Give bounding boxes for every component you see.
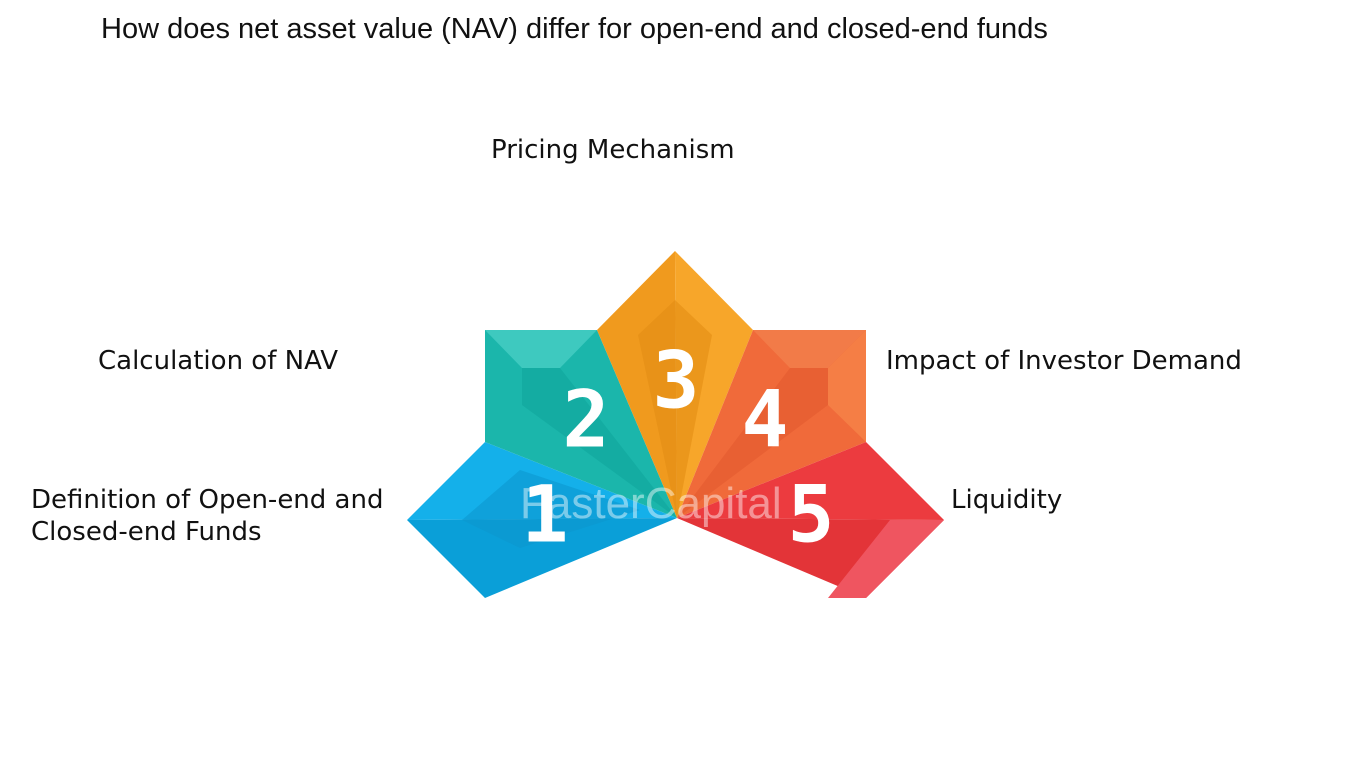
step-number: 3 bbox=[653, 336, 700, 426]
step-label: Closed-end Funds bbox=[31, 517, 262, 547]
petal-3 bbox=[597, 251, 753, 518]
step-number: 2 bbox=[563, 375, 610, 465]
petal-2 bbox=[485, 330, 677, 518]
petal-1 bbox=[407, 442, 677, 598]
step-number: 4 bbox=[742, 375, 789, 465]
title: How does net asset value (NAV) differ fo… bbox=[101, 13, 1048, 45]
step-label: Pricing Mechanism bbox=[491, 135, 735, 165]
step-label: Liquidity bbox=[951, 485, 1062, 515]
step-label: Impact of Investor Demand bbox=[886, 346, 1242, 376]
step-number: 5 bbox=[788, 470, 835, 560]
step-label: Definition of Open-end and bbox=[31, 485, 383, 515]
petal-5 bbox=[677, 442, 944, 598]
petal-4 bbox=[677, 330, 866, 518]
step-label: Calculation of NAV bbox=[98, 346, 338, 376]
watermark: FasterCapital bbox=[520, 479, 782, 528]
step-number: 1 bbox=[522, 470, 569, 560]
